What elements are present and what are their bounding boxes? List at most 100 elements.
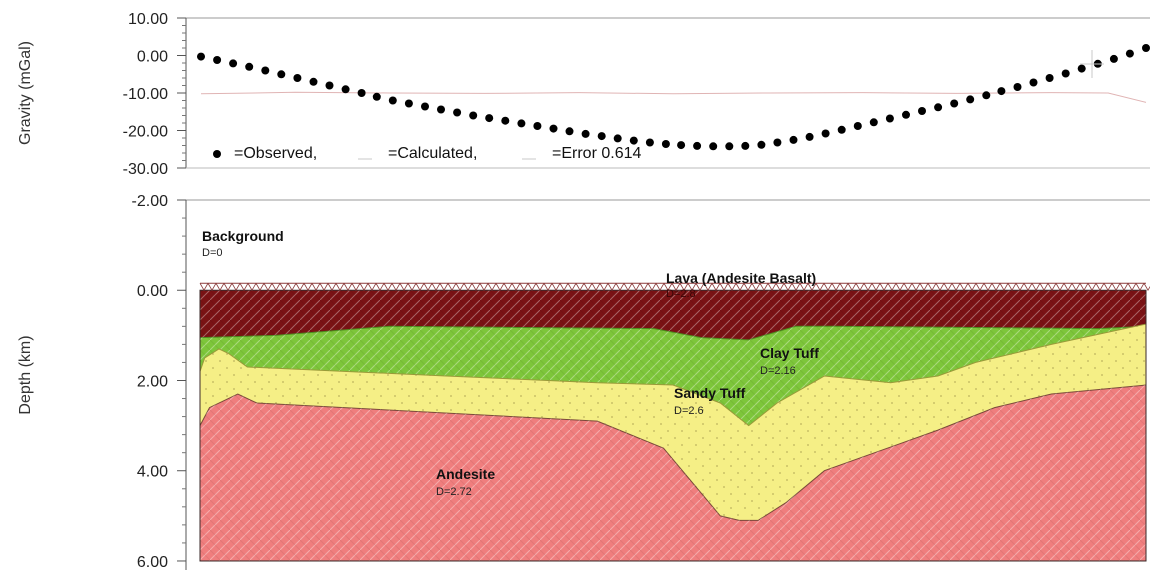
observed-point — [613, 134, 622, 143]
background-density: D=0 — [202, 247, 223, 259]
depth-tick-label: 6.00 — [137, 554, 168, 570]
observed-point — [309, 77, 318, 86]
observed-point — [934, 103, 943, 112]
observed-point — [661, 140, 670, 148]
gravity-panel: 10.00 0.00 -10.00 -20.00 -30.00 =Observed, =… — [123, 11, 1150, 178]
section-border — [199, 289, 1147, 562]
observed-point — [245, 62, 254, 71]
observed-point — [837, 125, 846, 134]
background-name: Background — [202, 228, 284, 244]
surface-station-markers — [199, 283, 1150, 292]
observed-point — [1142, 44, 1150, 52]
depth-tick-label: -2.00 — [132, 193, 169, 210]
andesite-name: Andesite — [436, 466, 495, 482]
observed-point — [821, 129, 830, 138]
clay-tuff-annotation: Clay Tuff D=2.16 — [760, 345, 819, 377]
observed-point — [1013, 83, 1022, 91]
observed-point — [469, 111, 478, 120]
observed-point — [565, 127, 574, 136]
gravity-tick-label: -20.00 — [123, 124, 168, 141]
observed-point — [853, 122, 862, 130]
calculated-line — [200, 91, 1147, 103]
observed-point — [485, 114, 494, 123]
observed-point — [1061, 69, 1070, 78]
observed-point — [325, 81, 334, 90]
observed-point — [789, 135, 798, 144]
observed-point — [677, 141, 686, 150]
depth-axis-title: Depth (km) — [17, 335, 34, 414]
ground-surface — [199, 282, 1150, 292]
observed-point — [261, 66, 270, 75]
background-annotation: Background D=0 — [202, 228, 284, 259]
gravity-tick-label: -30.00 — [123, 161, 168, 178]
observed-point — [597, 132, 606, 141]
observed-point — [501, 116, 510, 125]
observed-point — [1029, 78, 1038, 87]
gravity-tick-label: -10.00 — [123, 86, 168, 103]
andesite-density: D=2.72 — [436, 486, 472, 498]
observed-point — [341, 85, 350, 94]
clay-tuff-name: Clay Tuff — [760, 345, 819, 361]
lava-name: Lava (Andesite Basalt) — [666, 270, 816, 286]
observed-point — [357, 89, 366, 97]
observed-point — [997, 87, 1006, 96]
observed-point — [966, 95, 975, 104]
observed-point — [388, 96, 397, 105]
depth-tick-label: 0.00 — [137, 283, 168, 300]
observed-point — [773, 138, 782, 147]
observed-point — [1125, 49, 1134, 58]
observed-point — [229, 59, 238, 68]
observed-point — [293, 74, 302, 82]
observed-point — [437, 105, 445, 114]
observed-point — [885, 114, 894, 123]
legend-observed-label: =Observed, — [234, 145, 317, 162]
observed-point — [1045, 74, 1054, 82]
gravity-axis-title: Gravity (mGal) — [17, 41, 34, 145]
depth-layers — [199, 289, 1147, 562]
observed-point — [277, 70, 286, 79]
observed-points — [197, 44, 1150, 151]
observed-point — [581, 129, 590, 138]
gravity-tick-label: 0.00 — [137, 49, 168, 66]
observed-point — [869, 118, 878, 127]
gravity-ticks: 10.00 0.00 -10.00 -20.00 -30.00 — [123, 11, 186, 178]
observed-point — [902, 110, 910, 119]
legend-error-label: =Error 0.614 — [552, 145, 641, 162]
observed-point — [372, 92, 381, 101]
depth-ticks: -2.00 0.00 2.00 4.00 6.00 — [132, 193, 186, 570]
observed-point — [982, 91, 991, 100]
observed-point — [918, 107, 926, 115]
gravity-legend: =Observed, =Calculated, =Error 0.614 — [213, 145, 641, 162]
observed-point — [213, 56, 222, 64]
sandy-tuff-name: Sandy Tuff — [674, 385, 746, 401]
observed-point — [805, 132, 814, 141]
observed-point — [757, 140, 766, 149]
cursor-crosshair-icon — [1080, 50, 1104, 78]
observed-point — [741, 141, 750, 150]
observed-point — [950, 99, 959, 108]
calculated-curve — [200, 91, 1147, 103]
clay-tuff-density: D=2.16 — [760, 365, 796, 377]
observed-point — [645, 138, 654, 147]
observed-point — [1077, 64, 1086, 73]
observed-point — [421, 102, 429, 111]
observed-point — [1109, 54, 1118, 63]
observed-point — [533, 122, 542, 130]
observed-point — [517, 119, 526, 128]
observed-point — [197, 52, 205, 61]
observed-point — [549, 124, 558, 133]
legend-calculated-label: =Calculated, — [388, 145, 477, 162]
depth-tick-label: 4.00 — [137, 464, 168, 481]
observed-point — [404, 99, 413, 108]
lava-density: D=2.8 — [666, 288, 696, 300]
sandy-tuff-density: D=2.6 — [674, 405, 704, 417]
observed-point — [629, 136, 638, 145]
lava-annotation: Lava (Andesite Basalt) D=2.8 — [666, 270, 816, 300]
observed-legend-marker — [213, 150, 221, 158]
depth-panel: -2.00 0.00 2.00 4.00 6.00 Background D=0 Lav… — [132, 193, 1150, 570]
andesite-annotation: Andesite D=2.72 — [436, 466, 495, 498]
gravity-tick-label: 10.00 — [128, 11, 168, 28]
depth-tick-label: 2.00 — [137, 373, 168, 390]
observed-point — [725, 142, 734, 151]
